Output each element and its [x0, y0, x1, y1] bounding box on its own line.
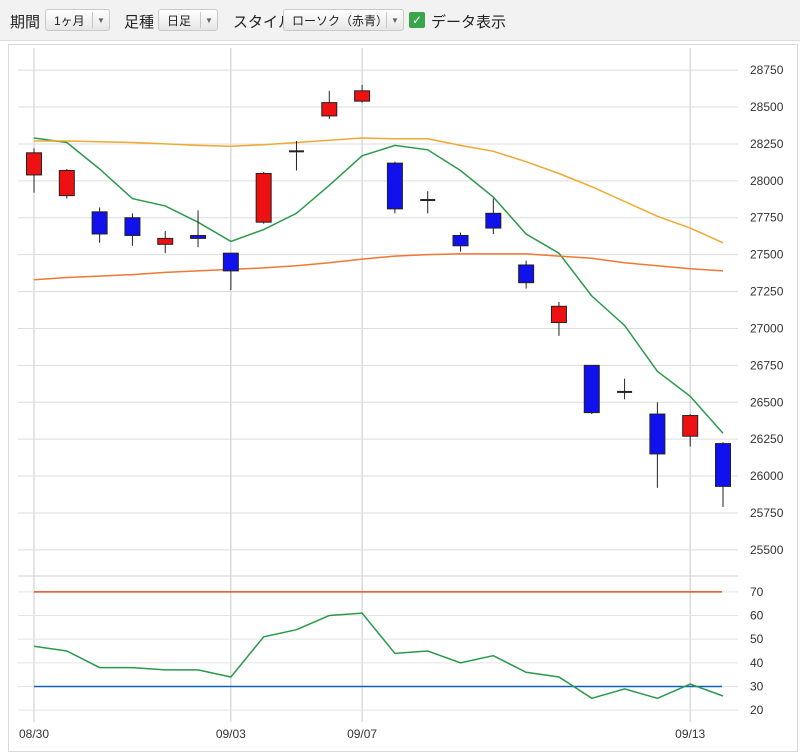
candle-up-body [58, 170, 75, 197]
candle-up-body [354, 90, 371, 102]
price-tick-label: 28250 [750, 137, 784, 151]
price-tick-label: 27750 [750, 211, 784, 225]
candle-up-body [157, 237, 174, 245]
price-tick-label: 26000 [750, 469, 784, 483]
chevron-down-icon: ▼ [391, 16, 399, 25]
candle-down-body [386, 162, 403, 210]
price-tick-label: 28000 [750, 174, 784, 188]
candle-down-body [222, 252, 239, 272]
candle-up-body [26, 152, 42, 176]
chevron-down-icon: ▼ [205, 16, 213, 25]
candle-up-body [321, 102, 338, 117]
candle-up-body [550, 305, 567, 324]
rsi-tick-label: 20 [750, 703, 764, 717]
dropdown-separator [200, 12, 201, 28]
style-value: ローソク（赤青） [292, 14, 389, 28]
rsi-tick-label: 40 [750, 656, 764, 670]
candle-up-body [682, 415, 699, 437]
period-label: 期間 [10, 14, 41, 31]
candle-down-body [91, 211, 108, 235]
rsi-tick-label: 60 [750, 609, 764, 623]
rsi-tick-label: 30 [750, 680, 764, 694]
moving-average-long-line [33, 253, 724, 281]
candle-down-body [583, 364, 600, 414]
rsi-tick-label: 70 [750, 585, 764, 599]
price-tick-label: 26250 [750, 432, 784, 446]
dropdown-separator [386, 12, 387, 28]
candle-up-body [255, 172, 272, 223]
price-tick-label: 27500 [750, 248, 784, 262]
candle-down-body [518, 264, 535, 284]
bar-type-label: 足種 [124, 14, 155, 31]
price-tick-label: 25500 [750, 543, 784, 557]
rsi-line [33, 612, 724, 700]
chart-frame [8, 44, 798, 752]
period-dropdown[interactable]: 1ヶ月 ▼ [45, 9, 110, 31]
period-value: 1ヶ月 [54, 14, 85, 28]
date-tick-label: 09/07 [347, 727, 377, 741]
price-tick-label: 28500 [750, 100, 784, 114]
dropdown-separator [92, 12, 93, 28]
moving-average-mid-line [34, 137, 724, 244]
moving-average-short-line [33, 137, 724, 434]
price-tick-label: 27000 [750, 321, 784, 335]
date-tick-label: 09/03 [216, 727, 246, 741]
price-tick-label: 26500 [750, 395, 784, 409]
candle-down-body [124, 217, 141, 236]
price-tick-label: 27250 [750, 285, 784, 299]
chevron-down-icon: ▼ [97, 16, 105, 25]
check-icon: ✓ [411, 13, 423, 27]
toolbar: 期間 1ヶ月 ▼ 足種 日足 ▼ スタイル ローソク（赤青） ▼ ✓ データ表示 [0, 0, 800, 41]
rsi-tick-label: 50 [750, 632, 764, 646]
data-display-checkbox[interactable]: ✓ [409, 12, 425, 28]
bar-type-value: 日足 [167, 14, 192, 28]
candle-down-body [715, 443, 731, 487]
candle-down-body [452, 234, 469, 247]
style-label: スタイル [233, 14, 294, 31]
candle-down-body [190, 234, 207, 239]
price-tick-label: 26750 [750, 358, 784, 372]
candle-down-body [649, 413, 666, 455]
bar-type-dropdown[interactable]: 日足 ▼ [158, 9, 218, 31]
price-tick-label: 25750 [750, 506, 784, 520]
candle-down-body [485, 212, 502, 229]
style-dropdown[interactable]: ローソク（赤青） ▼ [283, 9, 404, 31]
date-tick-label: 08/30 [19, 727, 49, 741]
date-tick-label: 09/13 [675, 727, 705, 741]
data-display-label: データ表示 [431, 14, 507, 31]
price-tick-label: 28750 [750, 63, 784, 77]
